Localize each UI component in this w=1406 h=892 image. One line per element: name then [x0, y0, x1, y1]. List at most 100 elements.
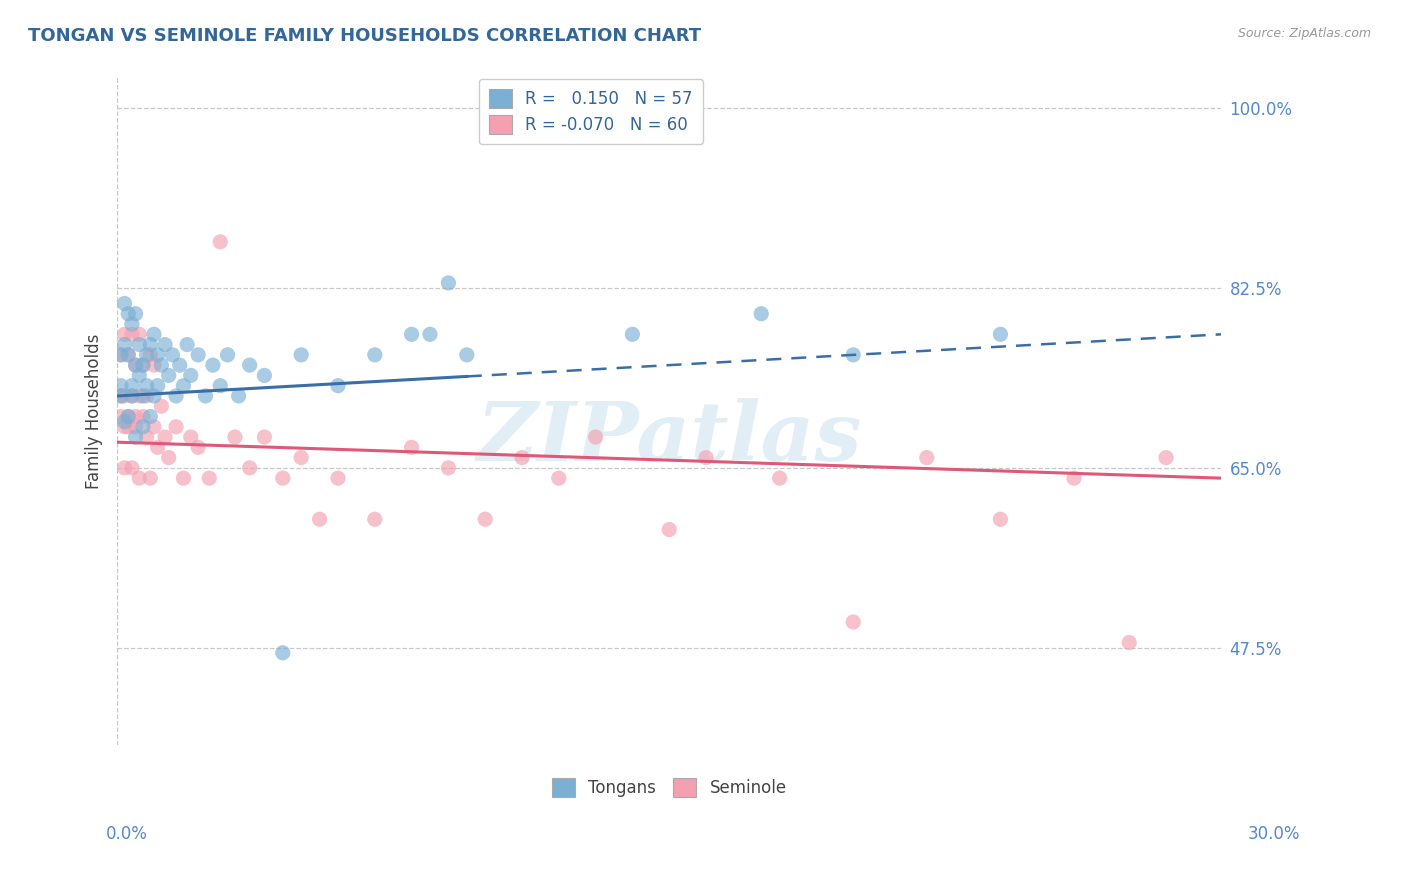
Text: TONGAN VS SEMINOLE FAMILY HOUSEHOLDS CORRELATION CHART: TONGAN VS SEMINOLE FAMILY HOUSEHOLDS COR… — [28, 27, 702, 45]
Point — [114, 296, 136, 310]
Point — [1154, 450, 1177, 465]
Point — [121, 389, 143, 403]
Point — [121, 327, 143, 342]
Point — [364, 512, 387, 526]
Point — [146, 378, 169, 392]
Point — [135, 430, 157, 444]
Point — [117, 409, 139, 424]
Point — [1118, 635, 1140, 649]
Point — [114, 337, 136, 351]
Point — [114, 419, 136, 434]
Point — [165, 389, 187, 403]
Point — [290, 348, 312, 362]
Point — [143, 389, 166, 403]
Point — [194, 389, 217, 403]
Point — [201, 358, 224, 372]
Text: ZIPatlas: ZIPatlas — [477, 398, 862, 478]
Point — [114, 415, 136, 429]
Point — [117, 348, 139, 362]
Point — [153, 430, 176, 444]
Point — [110, 348, 132, 362]
Point — [139, 337, 162, 351]
Point — [117, 307, 139, 321]
Point — [437, 461, 460, 475]
Point — [165, 419, 187, 434]
Point — [150, 399, 173, 413]
Point — [456, 348, 478, 362]
Point — [124, 307, 146, 321]
Point — [209, 235, 232, 249]
Point — [271, 471, 294, 485]
Point — [117, 409, 139, 424]
Point — [110, 389, 132, 403]
Point — [117, 348, 139, 362]
Text: 30.0%: 30.0% — [1249, 825, 1301, 843]
Text: Source: ZipAtlas.com: Source: ZipAtlas.com — [1237, 27, 1371, 40]
Point — [169, 358, 191, 372]
Point — [135, 348, 157, 362]
Point — [121, 317, 143, 331]
Point — [146, 440, 169, 454]
Point — [121, 389, 143, 403]
Point — [474, 512, 496, 526]
Point — [364, 348, 387, 362]
Point — [128, 471, 150, 485]
Point — [139, 348, 162, 362]
Point — [209, 378, 232, 392]
Point — [124, 358, 146, 372]
Point — [768, 471, 790, 485]
Point — [308, 512, 330, 526]
Y-axis label: Family Households: Family Households — [86, 334, 103, 489]
Point — [510, 450, 533, 465]
Point — [180, 430, 202, 444]
Point — [253, 368, 276, 383]
Point — [114, 389, 136, 403]
Point — [153, 337, 176, 351]
Text: 0.0%: 0.0% — [105, 825, 148, 843]
Point — [117, 419, 139, 434]
Point — [157, 368, 180, 383]
Point — [842, 615, 865, 629]
Point — [124, 419, 146, 434]
Point — [172, 378, 194, 392]
Point — [187, 440, 209, 454]
Point — [110, 409, 132, 424]
Point — [749, 307, 772, 321]
Point — [114, 461, 136, 475]
Point — [132, 389, 155, 403]
Point — [114, 327, 136, 342]
Point — [326, 471, 349, 485]
Point — [128, 389, 150, 403]
Point — [128, 337, 150, 351]
Point — [401, 440, 423, 454]
Point — [1063, 471, 1085, 485]
Point — [695, 450, 717, 465]
Point — [157, 450, 180, 465]
Point — [162, 348, 184, 362]
Point — [143, 419, 166, 434]
Point — [198, 471, 221, 485]
Point — [990, 512, 1012, 526]
Point — [110, 348, 132, 362]
Point — [176, 337, 198, 351]
Point — [172, 471, 194, 485]
Point — [239, 461, 262, 475]
Point — [915, 450, 938, 465]
Point — [124, 409, 146, 424]
Point — [132, 419, 155, 434]
Point — [132, 358, 155, 372]
Point — [290, 450, 312, 465]
Point — [139, 471, 162, 485]
Point — [253, 430, 276, 444]
Point — [217, 348, 239, 362]
Point — [224, 430, 246, 444]
Point — [239, 358, 262, 372]
Point — [180, 368, 202, 383]
Point — [121, 461, 143, 475]
Point — [228, 389, 250, 403]
Point — [150, 358, 173, 372]
Point — [419, 327, 441, 342]
Legend: Tongans, Seminole: Tongans, Seminole — [546, 772, 793, 804]
Point — [128, 327, 150, 342]
Point — [621, 327, 644, 342]
